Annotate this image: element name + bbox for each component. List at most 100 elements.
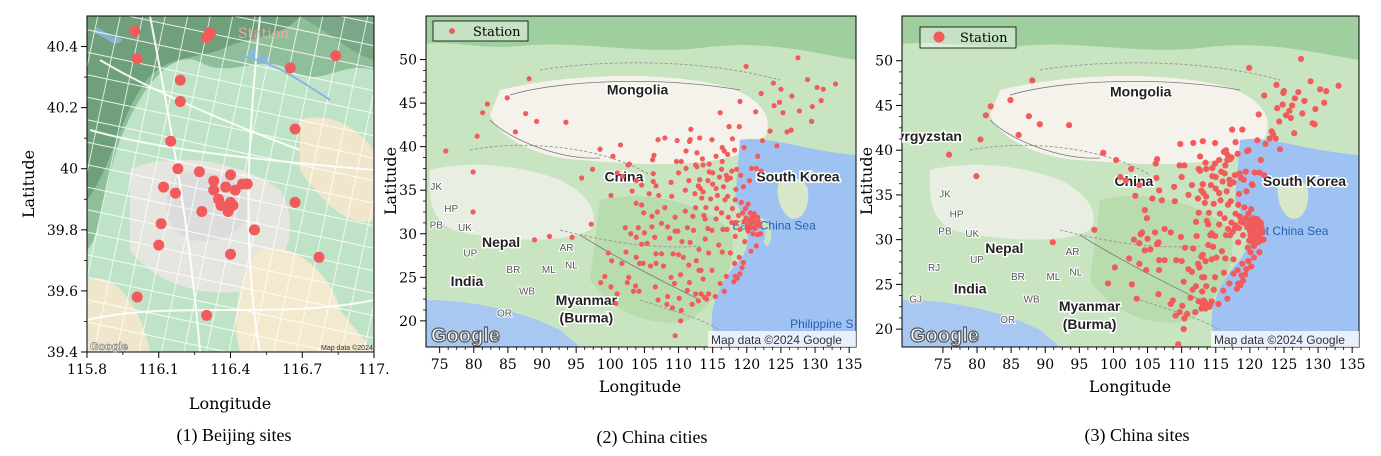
station-marker bbox=[1128, 281, 1135, 288]
station-marker bbox=[1291, 130, 1298, 137]
map-place-label: Nepal bbox=[985, 240, 1023, 256]
map-place-label: UK bbox=[458, 223, 472, 234]
station-marker bbox=[1149, 195, 1156, 202]
station-marker bbox=[701, 212, 707, 219]
station-marker bbox=[1222, 255, 1229, 262]
station-marker bbox=[1156, 257, 1163, 264]
station-marker bbox=[1203, 283, 1210, 290]
x-tick-label: 120 bbox=[733, 357, 760, 373]
station-marker bbox=[737, 226, 743, 233]
station-marker bbox=[719, 249, 725, 255]
station-marker bbox=[722, 197, 728, 203]
station-marker bbox=[732, 273, 738, 280]
station-marker bbox=[665, 224, 671, 230]
station-marker bbox=[1190, 245, 1197, 252]
map-place-label: India bbox=[954, 280, 987, 296]
station-marker bbox=[1234, 150, 1241, 157]
station-marker bbox=[1199, 181, 1206, 188]
station-marker bbox=[695, 298, 701, 304]
station-marker bbox=[650, 157, 656, 163]
station-marker bbox=[1243, 188, 1250, 195]
china-cities-legend: Station bbox=[432, 20, 529, 42]
station-marker bbox=[732, 197, 738, 203]
station-marker bbox=[1161, 257, 1168, 264]
station-marker bbox=[705, 225, 711, 232]
station-marker bbox=[470, 209, 476, 215]
beijing-attribution: Map data ©2024 bbox=[321, 344, 373, 352]
x-tick-label: 85 bbox=[1002, 357, 1020, 373]
station-marker bbox=[208, 175, 220, 187]
station-marker bbox=[1220, 148, 1228, 156]
station-marker bbox=[608, 192, 614, 199]
station-marker bbox=[617, 142, 624, 148]
station-marker bbox=[731, 260, 738, 266]
station-marker bbox=[982, 112, 989, 119]
station-marker bbox=[1155, 239, 1162, 246]
station-marker bbox=[720, 184, 727, 190]
station-marker bbox=[609, 258, 615, 264]
station-marker bbox=[758, 90, 764, 97]
station-marker bbox=[1237, 174, 1245, 182]
station-marker bbox=[1224, 225, 1232, 233]
station-marker bbox=[1180, 326, 1187, 333]
station-marker bbox=[1209, 173, 1216, 180]
station-marker bbox=[1177, 140, 1184, 148]
station-marker bbox=[443, 148, 449, 154]
station-marker bbox=[747, 210, 753, 216]
y-tick-label: 40.2 bbox=[47, 101, 78, 117]
station-marker bbox=[740, 210, 746, 216]
station-marker bbox=[1230, 270, 1237, 277]
x-tick-label: 116.4 bbox=[210, 362, 250, 378]
map-place-label: JK bbox=[939, 190, 951, 201]
station-marker bbox=[626, 161, 632, 167]
station-marker bbox=[241, 178, 253, 190]
station-marker bbox=[1221, 215, 1228, 222]
station-marker bbox=[1307, 78, 1314, 85]
station-marker bbox=[1244, 244, 1251, 251]
station-marker bbox=[709, 227, 715, 233]
station-marker bbox=[713, 153, 719, 159]
map-place-label: ML bbox=[542, 265, 556, 276]
station-marker bbox=[652, 234, 658, 240]
station-marker bbox=[165, 135, 177, 147]
station-marker bbox=[1209, 243, 1217, 250]
x-tick-label: 95 bbox=[1070, 357, 1088, 373]
station-marker bbox=[709, 137, 715, 143]
x-tick-label: 80 bbox=[968, 357, 986, 373]
station-marker bbox=[1254, 215, 1261, 223]
station-marker bbox=[945, 151, 953, 158]
station-marker bbox=[653, 260, 659, 266]
station-marker bbox=[774, 143, 780, 149]
station-marker bbox=[714, 205, 720, 212]
station-marker bbox=[737, 98, 743, 104]
station-marker bbox=[1211, 139, 1219, 147]
station-marker bbox=[602, 273, 608, 280]
station-marker bbox=[1219, 178, 1226, 185]
station-marker bbox=[748, 165, 755, 172]
station-marker bbox=[1216, 190, 1223, 197]
station-marker bbox=[720, 226, 726, 233]
station-marker bbox=[753, 165, 759, 172]
station-marker bbox=[619, 173, 626, 179]
station-marker bbox=[653, 251, 659, 257]
station-marker bbox=[225, 169, 236, 181]
station-marker bbox=[208, 184, 220, 196]
station-marker bbox=[1203, 217, 1210, 224]
station-marker bbox=[757, 223, 763, 229]
station-marker bbox=[1256, 169, 1263, 176]
map-place-label: Mongolia bbox=[1110, 84, 1172, 100]
station-marker bbox=[1190, 139, 1197, 147]
map-place-label: ML bbox=[1046, 272, 1060, 283]
map-place-label: Myanmar bbox=[1059, 298, 1121, 314]
station-marker bbox=[1192, 218, 1200, 225]
station-marker bbox=[706, 161, 712, 167]
station-marker bbox=[664, 301, 670, 307]
station-marker bbox=[776, 99, 783, 105]
station-marker bbox=[710, 181, 716, 187]
station-marker bbox=[696, 246, 702, 253]
station-marker bbox=[1156, 187, 1163, 194]
map-place-label: WB bbox=[519, 287, 535, 298]
station-marker bbox=[1143, 266, 1150, 274]
china-sites-legend-label: Station bbox=[960, 31, 1008, 46]
station-marker bbox=[736, 212, 742, 219]
